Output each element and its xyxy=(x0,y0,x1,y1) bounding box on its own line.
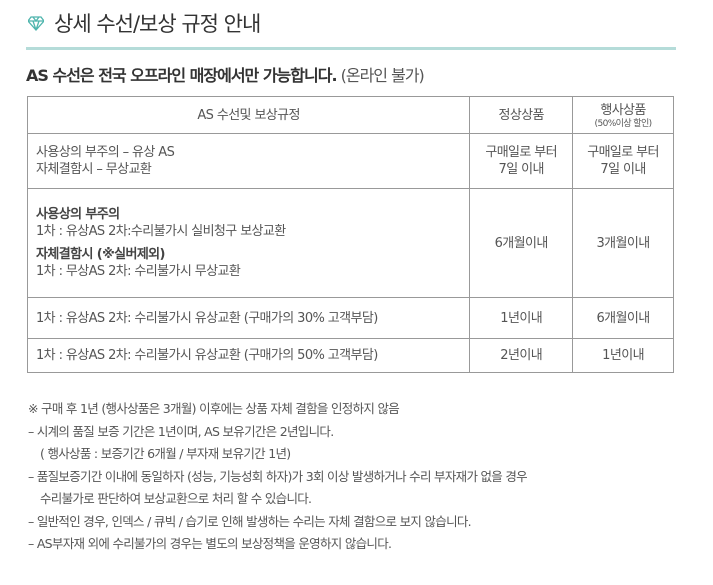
table-row: 사용상의 부주의 1차 : 유상AS 2차:수리불가시 실비청구 보상교환 자체… xyxy=(26,188,674,298)
event-cell: 6개월이내 xyxy=(572,297,674,339)
event-cell: 3개월이내 xyxy=(572,188,674,298)
subtitle: AS 수선은 전국 오프라인 매장에서만 가능합니다. (온라인 불가) xyxy=(26,62,425,86)
policy-cell: 사용상의 부주의 1차 : 유상AS 2차:수리불가시 실비청구 보상교환 자체… xyxy=(26,188,471,298)
normal-line: 구매일로 부터 xyxy=(485,145,558,160)
header-event-note: (50%이상 할인) xyxy=(594,118,653,129)
header-normal: 정상상품 xyxy=(469,96,574,134)
note-item: – 품질보증기간 이내에 동일하자 (성능, 기능성회 하자)가 3회 이상 발… xyxy=(28,468,528,484)
note-item: ※ 구매 후 1년 (행사상품은 3개월) 이후에는 상품 자체 결함을 인정하… xyxy=(28,401,400,416)
header-event: 행사상품 (50%이상 할인) xyxy=(572,96,674,134)
event-line: 구매일로 부터 xyxy=(587,145,659,160)
event-cell: 구매일로 부터 7일 이내 xyxy=(572,133,674,189)
policy-line: 사용상의 부주의 xyxy=(36,207,120,222)
policy-line: 1차 : 유상AS 2차:수리불가시 실비청구 보상교환 xyxy=(36,224,286,239)
notes-list: ※ 구매 후 1년 (행사상품은 3개월) 이후에는 상품 자체 결함을 인정하… xyxy=(28,398,528,556)
subtitle-note: (온라인 불가) xyxy=(340,66,425,85)
policy-cell: 1차 : 유상AS 2차: 수리불가시 유상교환 (구매가의 30% 고객부담) xyxy=(26,297,471,339)
policy-line: 자체결함시 – 무상교환 xyxy=(36,162,152,177)
normal-cell: 구매일로 부터 7일 이내 xyxy=(469,133,574,189)
header-event-label: 행사상품 xyxy=(600,102,646,118)
note-item: – AS부자재 외에 수리불가의 경우는 별도의 보상정책을 운영하지 않습니다… xyxy=(28,536,392,551)
policy-line: 자체결함시 (※실버제외) xyxy=(36,247,165,262)
note-item: 수리불가로 판단하여 보상교환으로 처리 할 수 있습니다. xyxy=(40,491,312,506)
table-header-row: AS 수선및 보상규정 정상상품 행사상품 (50%이상 할인) xyxy=(26,96,674,134)
subtitle-bold: AS 수선은 전국 오프라인 매장에서만 가능합니다. xyxy=(26,66,338,85)
policy-cell: 1차 : 유상AS 2차: 수리불가시 유상교환 (구매가의 50% 고객부담) xyxy=(26,338,471,373)
header-policy: AS 수선및 보상규정 xyxy=(26,96,471,134)
normal-cell: 6개월이내 xyxy=(469,188,574,298)
table-row: 1차 : 유상AS 2차: 수리불가시 유상교환 (구매가의 30% 고객부담)… xyxy=(26,297,674,339)
normal-line: 7일 이내 xyxy=(498,162,545,177)
policy-line: 사용상의 부주의 – 유상 AS xyxy=(36,145,175,160)
diamond-icon xyxy=(28,16,44,31)
note-item: – 시계의 품질 보증 기간은 1년이며, AS 보유기간은 2년입니다. xyxy=(28,423,334,439)
normal-cell: 1년이내 xyxy=(469,297,574,339)
event-line: 7일 이내 xyxy=(600,162,646,177)
as-policy-table: AS 수선및 보상규정 정상상품 행사상품 (50%이상 할인) 사용상의 부주의… xyxy=(26,96,674,373)
page-title: 상세 수선/보상 규정 안내 xyxy=(28,8,261,38)
title-text: 상세 수선/보상 규정 안내 xyxy=(54,12,261,36)
table-row: 1차 : 유상AS 2차: 수리불가시 유상교환 (구매가의 50% 고객부담)… xyxy=(26,338,674,373)
title-divider xyxy=(26,47,676,50)
policy-line: 1차 : 무상AS 2차: 수리불가시 무상교환 xyxy=(36,264,241,279)
note-item: ( 행사상품 : 보증기간 6개월 / 부자재 보유기간 1년) xyxy=(40,446,291,461)
table-row: 사용상의 부주의 – 유상 AS 자체결함시 – 무상교환 구매일로 부터 7일 이… xyxy=(26,133,674,189)
policy-cell: 사용상의 부주의 – 유상 AS 자체결함시 – 무상교환 xyxy=(26,133,471,189)
note-item: – 일반적인 경우, 인덱스 / 큐빅 / 습기로 인해 발생하는 수리는 자체… xyxy=(28,513,472,529)
event-cell: 1년이내 xyxy=(572,338,674,373)
normal-cell: 2년이내 xyxy=(469,338,574,373)
